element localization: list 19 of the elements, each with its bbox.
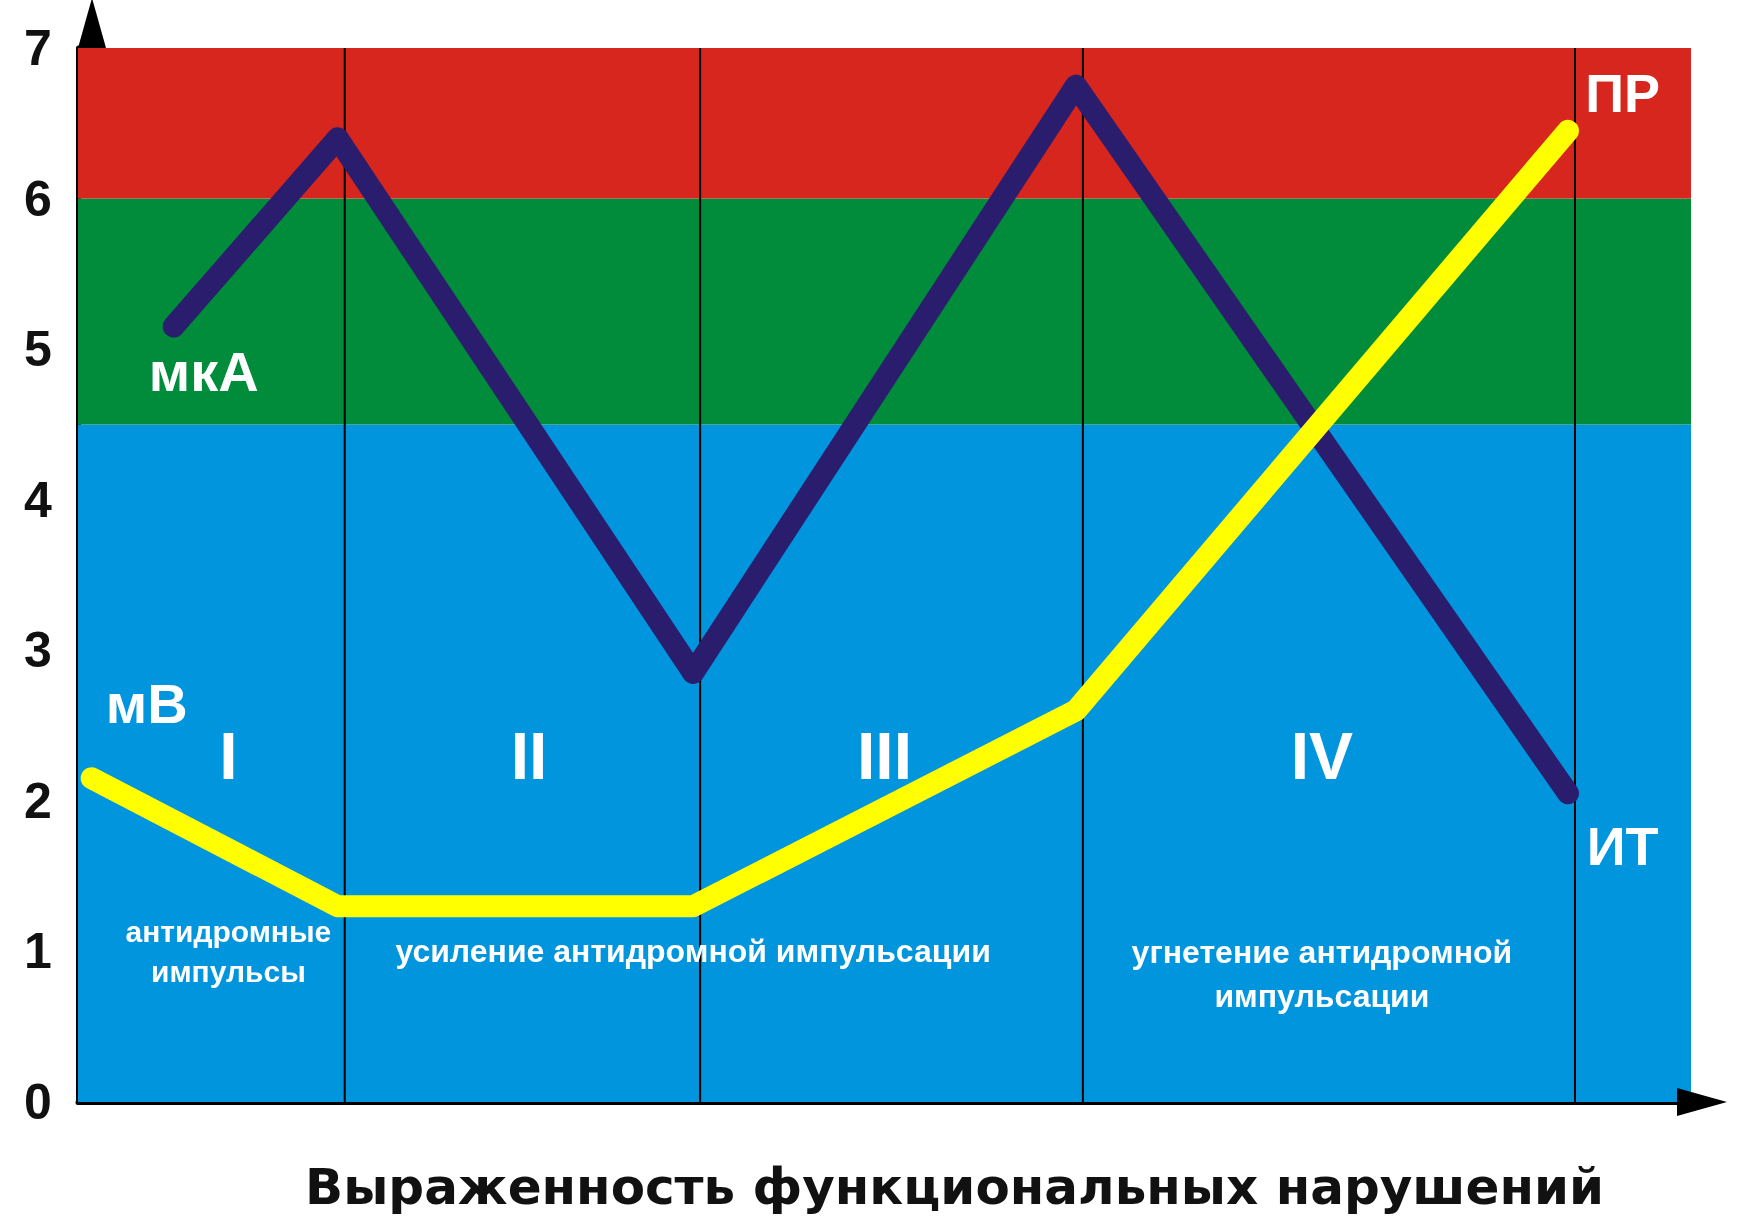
y-tick-label: 6	[24, 170, 52, 227]
y-tick-label: 7	[24, 20, 52, 76]
y-tick-label: 1	[24, 923, 52, 980]
annotation: III	[856, 718, 913, 793]
annotation: II	[510, 718, 548, 793]
y-tick-label: 4	[24, 471, 53, 528]
y-tick-label: 5	[24, 321, 52, 378]
series-label: мВ	[105, 671, 188, 735]
y-tick-label: 3	[24, 622, 52, 679]
annotation: IV	[1290, 718, 1354, 793]
y-tick-label: 0	[24, 1074, 52, 1130]
annotation: ПР	[1585, 63, 1661, 124]
series-label: мкА	[148, 340, 259, 404]
annotation: I	[219, 718, 238, 793]
annotation: антидромные импульсы	[125, 914, 332, 989]
annotation: ИТ	[1586, 816, 1659, 877]
y-tick-label: 2	[24, 772, 52, 829]
x-axis-title: Выраженность функциональных нарушений	[305, 1158, 1604, 1216]
annotation: угнетение антидромной импульсации	[1131, 934, 1513, 1014]
